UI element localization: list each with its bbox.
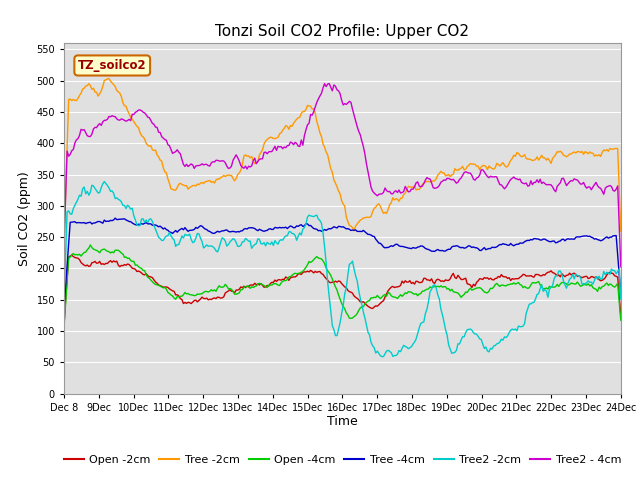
Title: Tonzi Soil CO2 Profile: Upper CO2: Tonzi Soil CO2 Profile: Upper CO2 <box>216 24 469 39</box>
Text: Time: Time <box>327 415 358 428</box>
Legend: Open -2cm, Tree -2cm, Open -4cm, Tree -4cm, Tree2 -2cm, Tree2 - 4cm: Open -2cm, Tree -2cm, Open -4cm, Tree -4… <box>59 451 626 469</box>
Text: TZ_soilco2: TZ_soilco2 <box>78 59 147 72</box>
Y-axis label: Soil CO2 (ppm): Soil CO2 (ppm) <box>18 171 31 266</box>
